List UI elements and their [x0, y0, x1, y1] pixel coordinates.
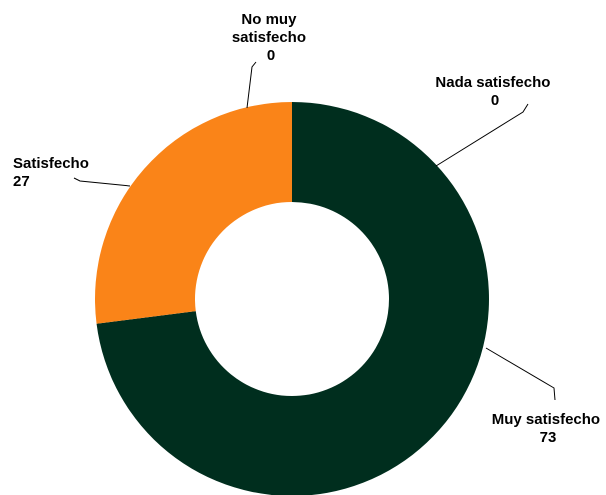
label-no-muy-satisfecho-line-1: No muy	[241, 11, 297, 28]
label-satisfecho: Satisfecho 27	[13, 155, 93, 190]
leader-line-nada-satisfecho	[435, 103, 529, 167]
value-no-muy-satisfecho: 0	[267, 47, 275, 64]
slice-muy-satisfecho	[96, 102, 489, 495]
label-satisfecho-name: Satisfecho	[13, 155, 89, 172]
value-satisfecho: 27	[13, 173, 30, 190]
label-no-muy-satisfecho: No muy satisfecho 0	[232, 11, 310, 64]
value-nada-satisfecho: 0	[491, 92, 499, 109]
label-muy-satisfecho: Muy satisfecho 73	[492, 411, 605, 446]
label-nada-satisfecho: Nada satisfecho 0	[435, 74, 554, 109]
slice-satisfecho	[95, 102, 292, 324]
value-muy-satisfecho: 73	[540, 429, 557, 446]
label-no-muy-satisfecho-line-2: satisfecho	[232, 29, 306, 46]
label-nada-satisfecho-name: Nada satisfecho	[435, 74, 550, 91]
label-muy-satisfecho-name: Muy satisfecho	[492, 411, 600, 428]
leader-line-muy-satisfecho	[485, 347, 556, 401]
leader-line-no-muy-satisfecho	[246, 61, 257, 109]
slices-group	[95, 102, 489, 495]
leader-line-satisfecho	[73, 177, 131, 187]
